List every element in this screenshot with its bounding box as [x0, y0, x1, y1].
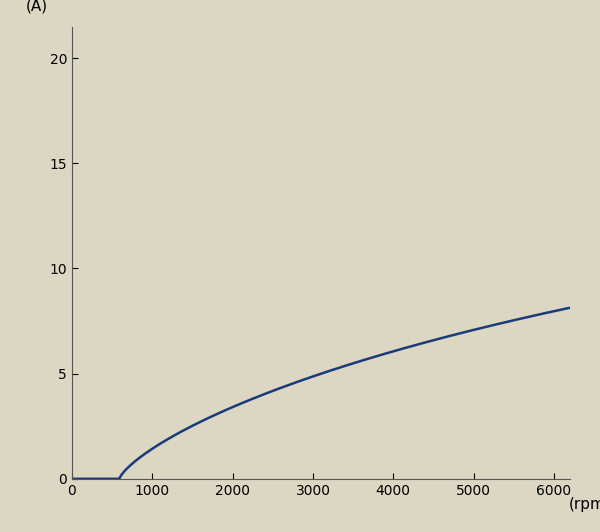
Y-axis label: (A): (A): [26, 0, 48, 13]
X-axis label: (rpm): (rpm): [569, 497, 600, 512]
